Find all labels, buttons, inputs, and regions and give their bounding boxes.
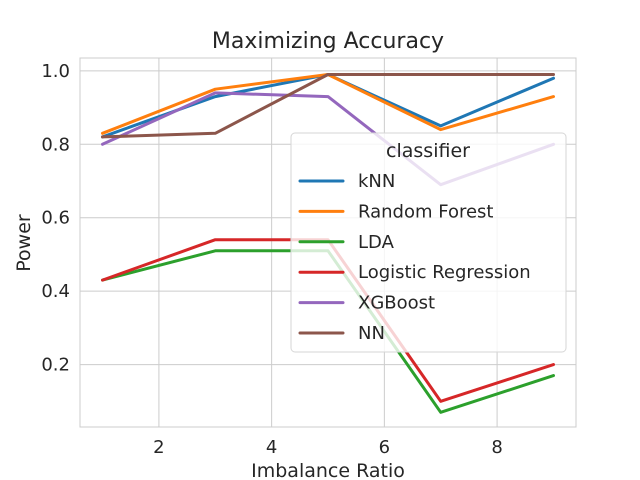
x-axis-label: Imbalance Ratio xyxy=(251,460,405,480)
legend-label-lda: LDA xyxy=(358,232,395,253)
legend-label-nn: NN xyxy=(358,323,385,344)
y-tick-label: 0.6 xyxy=(41,208,70,229)
legend-frame xyxy=(290,132,567,353)
legend-label-random-forest: Random Forest xyxy=(358,201,493,222)
x-tick-label: 6 xyxy=(379,437,390,458)
x-tick-label: 8 xyxy=(491,437,502,458)
y-tick-label: 0.4 xyxy=(41,281,70,302)
plot-frame xyxy=(79,57,577,428)
legend: classifier kNN Random Forest LDA Logistic R… xyxy=(290,132,567,353)
chart-title: Maximizing Accuracy xyxy=(212,29,444,54)
y-tick-label: 1.0 xyxy=(41,61,70,82)
y-axis-label: Power xyxy=(13,214,35,272)
legend-label-xgboost: XGBoost xyxy=(358,293,435,314)
legend-entries: kNN Random Forest LDA Logistic Regression XG… xyxy=(298,171,531,344)
tick-labels: 2 4 6 8 0.2 0.4 0.6 0.8 1.0 xyxy=(41,61,502,458)
y-tick-label: 0.8 xyxy=(41,134,70,155)
x-tick-label: 4 xyxy=(266,437,277,458)
legend-label-knn: kNN xyxy=(358,171,395,192)
series-line-random-forest xyxy=(101,73,555,135)
y-tick-label: 0.2 xyxy=(41,355,70,376)
series-line-nn xyxy=(101,73,555,139)
legend-label-logistic-regression: Logistic Regression xyxy=(358,262,531,283)
legend-title: classifier xyxy=(386,140,470,162)
x-tick-label: 2 xyxy=(153,437,164,458)
